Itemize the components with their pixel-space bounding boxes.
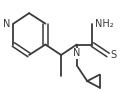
Text: NH₂: NH₂ <box>95 19 114 29</box>
Text: N: N <box>73 48 81 58</box>
Text: N: N <box>3 19 11 29</box>
Text: S: S <box>111 50 117 60</box>
